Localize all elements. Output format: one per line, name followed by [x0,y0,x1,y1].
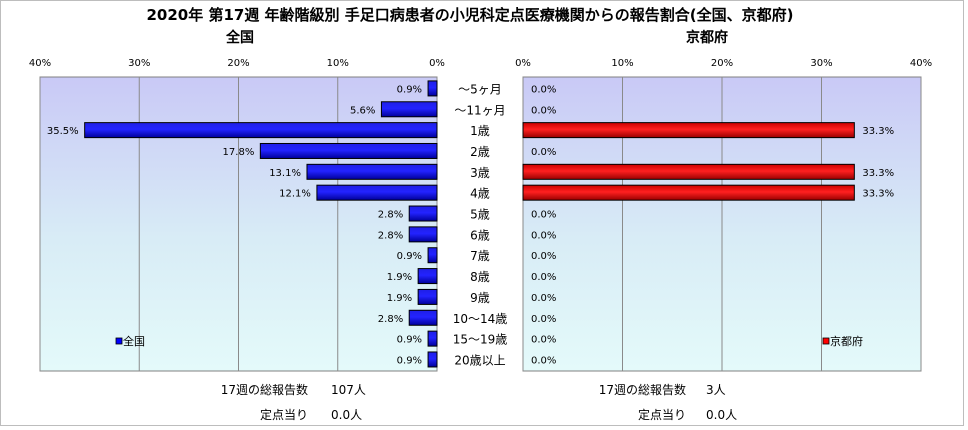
data-label: 0.0% [531,335,556,346]
bar [522,163,855,180]
legend-swatch [822,337,830,345]
category-label: 15～19歳 [453,333,508,347]
x-tick-label: 20% [227,58,249,69]
data-label: 13.1% [269,168,301,179]
data-label: 0.0% [531,293,556,304]
x-tick-label: 10% [327,58,349,69]
bar [522,184,855,201]
data-label: 2.8% [378,314,403,325]
data-label: 12.1% [279,189,311,200]
x-tick-label: 0% [429,58,445,69]
category-label: 6歳 [470,228,490,242]
data-label: 1.9% [387,293,412,304]
data-label: 17.8% [223,147,255,158]
bar [408,205,438,222]
data-label: 0.0% [531,251,556,262]
x-tick-label: 20% [711,58,733,69]
bar [408,309,438,326]
bar [417,268,438,285]
panel-title: 全国 [225,29,254,46]
per-site-value: 0.0人 [706,408,737,422]
data-label: 0.0% [531,84,556,95]
bar [427,330,438,347]
legend-swatch [115,337,123,345]
bar [306,163,438,180]
data-label: 5.6% [350,105,375,116]
total-reports-value: 107人 [331,383,366,397]
data-label: 0.0% [531,210,556,221]
bar [380,101,438,118]
data-label: 0.9% [397,335,422,346]
bar [522,122,855,139]
data-label: 33.3% [862,126,894,137]
total-reports-label: 17週の総報告数 [221,382,308,397]
bar [259,142,438,159]
x-tick-label: 40% [29,58,51,69]
data-label: 0.0% [531,314,556,325]
bar [427,80,438,97]
data-label: 0.0% [531,147,556,158]
bar [84,122,438,139]
bar [427,351,438,368]
data-label: 33.3% [862,168,894,179]
per-site-label: 定点当り [638,407,686,422]
bar [427,247,438,264]
data-label: 1.9% [387,272,412,283]
legend-label: 全国 [123,334,145,348]
data-label: 2.8% [378,210,403,221]
total-reports-label: 17週の総報告数 [599,382,686,397]
category-label: 8歳 [470,270,490,284]
category-label: ～11ヶ月 [454,103,505,117]
data-label: 33.3% [862,189,894,200]
category-label: 4歳 [470,187,490,201]
category-label: 1歳 [470,124,490,138]
category-label: 3歳 [470,166,490,180]
chart-title: 2020年 第17週 年齢階級別 手足口病患者の小児科定点医療機関からの報告割合… [146,6,793,24]
category-label: 7歳 [470,249,490,263]
data-label: 0.9% [397,84,422,95]
category-label: 2歳 [470,145,490,159]
per-site-value: 0.0人 [331,408,362,422]
legend-label: 京都府 [830,334,863,348]
data-label: 0.0% [531,105,556,116]
data-label: 0.0% [531,355,556,366]
total-reports-value: 3人 [706,383,726,397]
data-label: 2.8% [378,230,403,241]
data-label: 35.5% [47,126,79,137]
bar [417,288,438,305]
category-label: 10～14歳 [453,312,508,326]
x-tick-label: 10% [611,58,633,69]
x-tick-label: 40% [910,58,932,69]
bar [316,184,438,201]
category-label: ～5ヶ月 [458,82,502,96]
x-tick-label: 0% [515,58,531,69]
category-label: 9歳 [470,291,490,305]
data-label: 0.9% [397,355,422,366]
category-label: 20歳以上 [454,353,505,367]
per-site-label: 定点当り [260,407,308,422]
data-label: 0.9% [397,251,422,262]
category-label: 5歳 [470,208,490,222]
x-tick-label: 30% [810,58,832,69]
panel-title: 京都府 [686,29,728,46]
x-tick-label: 30% [128,58,150,69]
data-label: 0.0% [531,272,556,283]
data-label: 0.0% [531,230,556,241]
bar [408,226,438,243]
